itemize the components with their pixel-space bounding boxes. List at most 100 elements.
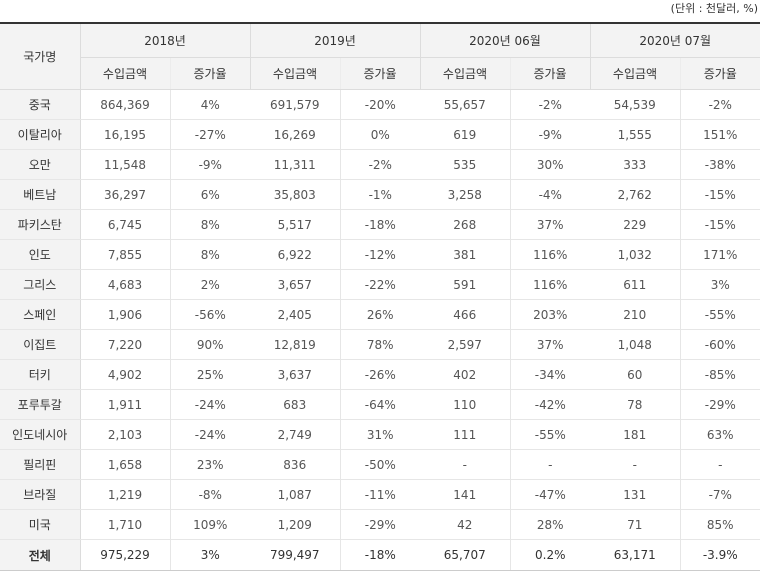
import-amount-cell: 6,922 bbox=[250, 239, 340, 270]
period-header-2020-06: 2020년 06월 bbox=[419, 22, 590, 58]
growth-rate-cell: - bbox=[509, 449, 590, 480]
table-row: 중국 864,369 4% 691,579 -20% 55,657 -2% 54,539 -2% bbox=[0, 89, 760, 120]
import-amount-cell: 619 bbox=[420, 119, 510, 150]
import-table: 국가명 2018년 2019년 2020년 06월 2020년 07월 수입금액… bbox=[0, 22, 760, 571]
growth-rate-cell: -2% bbox=[679, 89, 760, 120]
growth-rate-cell: 31% bbox=[339, 419, 420, 450]
growth-rate-cell: -18% bbox=[339, 539, 420, 571]
growth-rate-cell: 4% bbox=[169, 89, 250, 120]
country-name: 미국 bbox=[0, 509, 81, 540]
growth-rate-cell: 8% bbox=[169, 209, 250, 240]
import-amount-cell: 591 bbox=[420, 269, 510, 300]
growth-rate-cell: -12% bbox=[339, 239, 420, 270]
growth-rate-cell: -9% bbox=[169, 149, 250, 180]
growth-rate-cell: 90% bbox=[169, 329, 250, 360]
growth-rate-cell: -42% bbox=[509, 389, 590, 420]
country-name: 파키스탄 bbox=[0, 209, 81, 240]
growth-rate-cell: -15% bbox=[679, 209, 760, 240]
country-name: 중국 bbox=[0, 89, 81, 120]
import-amount-cell: 12,819 bbox=[250, 329, 340, 360]
table-row: 그리스 4,683 2% 3,657 -22% 591 116% 611 3% bbox=[0, 269, 760, 300]
import-amount-cell: 36,297 bbox=[80, 179, 170, 210]
growth-rate-cell: 8% bbox=[169, 239, 250, 270]
import-amount-cell: 836 bbox=[250, 449, 340, 480]
growth-rate-cell: -18% bbox=[339, 209, 420, 240]
import-amount-cell: 1,658 bbox=[80, 449, 170, 480]
import-amount-cell: 54,539 bbox=[590, 89, 680, 120]
growth-rate-cell: 3% bbox=[169, 539, 250, 571]
growth-rate-cell: 30% bbox=[509, 149, 590, 180]
growth-rate-cell: -55% bbox=[509, 419, 590, 450]
import-amount-cell: 7,220 bbox=[80, 329, 170, 360]
table-row: 파키스탄 6,745 8% 5,517 -18% 268 37% 229 -15% bbox=[0, 209, 760, 240]
growth-rate-cell: -38% bbox=[679, 149, 760, 180]
import-amount-cell: 1,032 bbox=[590, 239, 680, 270]
table-row: 인도 7,855 8% 6,922 -12% 381 116% 1,032 171% bbox=[0, 239, 760, 270]
import-amount-cell: 1,048 bbox=[590, 329, 680, 360]
growth-rate-cell: -9% bbox=[509, 119, 590, 150]
import-amount-cell: 16,269 bbox=[250, 119, 340, 150]
country-name: 이탈리아 bbox=[0, 119, 81, 150]
amount-header: 수입금액 bbox=[589, 57, 680, 90]
growth-rate-cell: -27% bbox=[169, 119, 250, 150]
import-amount-cell: 35,803 bbox=[250, 179, 340, 210]
table-row: 이탈리아 16,195 -27% 16,269 0% 619 -9% 1,555 151% bbox=[0, 119, 760, 150]
growth-rate-cell: -24% bbox=[169, 389, 250, 420]
import-amount-cell: 3,657 bbox=[250, 269, 340, 300]
import-amount-cell: 110 bbox=[420, 389, 510, 420]
import-amount-cell: 55,657 bbox=[420, 89, 510, 120]
table-row: 필리핀 1,658 23% 836 -50% - - - - bbox=[0, 449, 760, 480]
import-amount-cell: 141 bbox=[420, 479, 510, 510]
import-amount-cell: 333 bbox=[590, 149, 680, 180]
import-amount-cell: 3,258 bbox=[420, 179, 510, 210]
growth-rate-cell: 23% bbox=[169, 449, 250, 480]
growth-rate-cell: 2% bbox=[169, 269, 250, 300]
table-row: 브라질 1,219 -8% 1,087 -11% 141 -47% 131 -7% bbox=[0, 479, 760, 510]
import-amount-cell: 268 bbox=[420, 209, 510, 240]
import-amount-cell: 65,707 bbox=[420, 539, 510, 571]
table-body: 중국 864,369 4% 691,579 -20% 55,657 -2% 54,539 -2%… bbox=[0, 89, 760, 571]
growth-rate-cell: -20% bbox=[339, 89, 420, 120]
country-name: 이집트 bbox=[0, 329, 81, 360]
growth-rate-cell: -24% bbox=[169, 419, 250, 450]
growth-rate-cell: -22% bbox=[339, 269, 420, 300]
import-amount-cell: 402 bbox=[420, 359, 510, 390]
table-row: 오만 11,548 -9% 11,311 -2% 535 30% 333 -38% bbox=[0, 149, 760, 180]
import-amount-cell: 2,762 bbox=[590, 179, 680, 210]
country-name: 오만 bbox=[0, 149, 81, 180]
growth-rate-cell: 78% bbox=[339, 329, 420, 360]
total-row: 전체 975,229 3% 799,497 -18% 65,707 0.2% 63,171 -3… bbox=[0, 539, 760, 571]
growth-rate-cell: -64% bbox=[339, 389, 420, 420]
growth-rate-cell: 63% bbox=[679, 419, 760, 450]
table-row: 스페인 1,906 -56% 2,405 26% 466 203% 210 -55% bbox=[0, 299, 760, 330]
country-name: 인도네시아 bbox=[0, 419, 81, 450]
growth-rate-cell: -7% bbox=[679, 479, 760, 510]
growth-rate-cell: -11% bbox=[339, 479, 420, 510]
country-name: 베트남 bbox=[0, 179, 81, 210]
import-amount-cell: 683 bbox=[250, 389, 340, 420]
growth-rate-cell: -1% bbox=[339, 179, 420, 210]
table-row: 이집트 7,220 90% 12,819 78% 2,597 37% 1,048 -60% bbox=[0, 329, 760, 360]
import-amount-cell: 16,195 bbox=[80, 119, 170, 150]
country-name: 필리핀 bbox=[0, 449, 81, 480]
import-amount-cell: 2,597 bbox=[420, 329, 510, 360]
growth-rate-cell: -4% bbox=[509, 179, 590, 210]
period-header-2018: 2018년 bbox=[79, 22, 250, 58]
import-amount-cell: 229 bbox=[590, 209, 680, 240]
growth-rate-cell: -50% bbox=[339, 449, 420, 480]
growth-rate-cell: -55% bbox=[679, 299, 760, 330]
country-name: 브라질 bbox=[0, 479, 81, 510]
growth-rate-cell: 151% bbox=[679, 119, 760, 150]
import-amount-cell: 975,229 bbox=[80, 539, 170, 571]
growth-rate-cell: -60% bbox=[679, 329, 760, 360]
import-amount-cell: 466 bbox=[420, 299, 510, 330]
import-amount-cell: 799,497 bbox=[250, 539, 340, 571]
growth-rate-cell: 85% bbox=[679, 509, 760, 540]
country-name: 전체 bbox=[0, 539, 81, 571]
amount-header: 수입금액 bbox=[249, 57, 340, 90]
growth-rate-cell: -56% bbox=[169, 299, 250, 330]
import-amount-cell: 1,219 bbox=[80, 479, 170, 510]
growth-rate-cell: 0.2% bbox=[509, 539, 590, 571]
import-amount-cell: 71 bbox=[590, 509, 680, 540]
growth-rate-cell: -29% bbox=[679, 389, 760, 420]
